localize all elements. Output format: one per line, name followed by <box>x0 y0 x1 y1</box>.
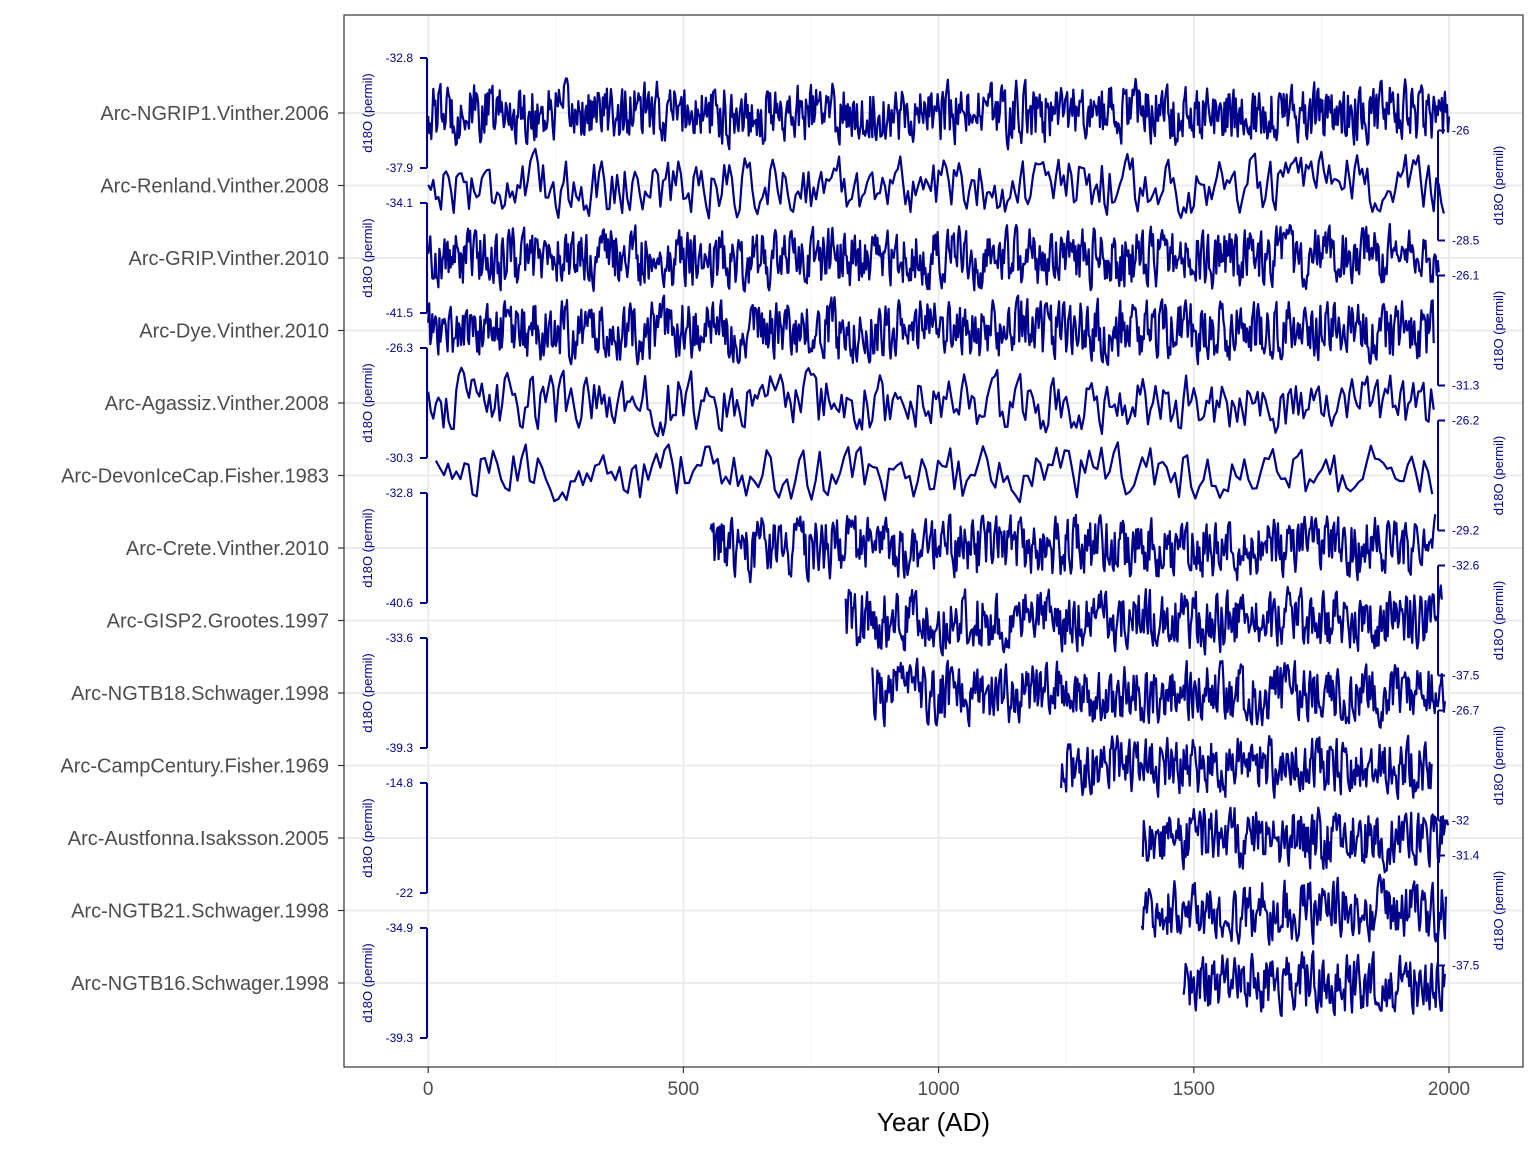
x-tick-label: 0 <box>423 1079 434 1100</box>
row-label: Arc-NGTB16.Schwager.1998 <box>71 973 329 995</box>
x-tick-label: 1000 <box>917 1079 959 1100</box>
record-axis-top-label: -26 <box>1452 124 1470 138</box>
series-layer <box>427 77 1451 1018</box>
row-label: Arc-GRIP.Vinther.2010 <box>129 248 330 270</box>
record-axis: -34.1 -41.5 d18O (permil) <box>360 196 428 320</box>
record-axis: -32.8 -40.6 d18O (permil) <box>360 486 428 610</box>
record-axis-title: d18O (permil) <box>360 363 375 442</box>
series-line <box>871 657 1446 729</box>
record-axis: -26.1 -31.3 d18O (permil) <box>1437 269 1506 393</box>
x-tick-label: 500 <box>668 1079 700 1100</box>
series-line <box>1182 950 1446 1018</box>
record-axis-top-label: -26.3 <box>386 341 414 355</box>
row-label: Arc-NGTB21.Schwager.1998 <box>71 901 329 923</box>
record-axis-bottom-label: -37.5 <box>1452 959 1480 973</box>
record-axis-title: d18O (permil) <box>1491 291 1506 370</box>
record-axis: -32.8 -37.9 d18O (permil) <box>360 51 428 175</box>
x-tick-label: 1500 <box>1173 1079 1215 1100</box>
row-label: Arc-Austfonna.Isaksson.2005 <box>68 828 329 850</box>
record-axis-bottom-label: -39.3 <box>386 741 414 755</box>
row-label: Arc-DevonIceCap.Fisher.1983 <box>61 466 329 488</box>
series-line <box>427 366 1435 438</box>
series-line <box>427 294 1435 366</box>
record-axis-title: d18O (permil) <box>360 508 375 587</box>
record-axis: -26.2 -29.2 d18O (permil) <box>1437 414 1506 538</box>
row-label: Arc-CampCentury.Fisher.1969 <box>60 756 329 778</box>
record-axis-bottom-label: -29.2 <box>1452 524 1480 538</box>
record-axis-bottom-label: -39.3 <box>386 1031 414 1045</box>
record-axis: -26.3 -30.3 d18O (permil) <box>360 341 428 465</box>
record-axis-top-label: -33.6 <box>386 631 414 645</box>
record-axis-top-label: -26.1 <box>1452 269 1480 283</box>
record-axis: -34.9 -39.3 d18O (permil) <box>360 921 428 1045</box>
record-axis: -14.8 -22 d18O (permil) <box>360 776 428 900</box>
x-axis-title: Year (AD) <box>877 1107 990 1137</box>
record-axis-title: d18O (permil) <box>1491 871 1506 950</box>
record-axis: -26 -28.5 d18O (permil) <box>1437 124 1506 248</box>
record-axis-title: d18O (permil) <box>1491 146 1506 225</box>
record-axis-bottom-label: -22 <box>396 886 414 900</box>
record-axis-top-label: -14.8 <box>386 776 414 790</box>
row-label-layer: Arc-NGRIP1.Vinther.2006 Arc-Renland.Vinth… <box>60 103 344 995</box>
record-axis-title: d18O (permil) <box>360 943 375 1022</box>
record-axis-bottom-label: -37.9 <box>386 161 414 175</box>
record-axis-title: d18O (permil) <box>1491 581 1506 660</box>
row-label: Arc-Agassiz.Vinther.2008 <box>105 393 329 415</box>
record-axis-title: d18O (permil) <box>1491 726 1506 805</box>
record-axis-bottom-label: -31.3 <box>1452 379 1480 393</box>
record-axis-bottom-label: -32 <box>1452 814 1470 828</box>
record-axis-top-label: -31.4 <box>1452 849 1480 863</box>
record-axis-top-label: -32.6 <box>1452 559 1480 573</box>
record-axis: -33.6 -39.3 d18O (permil) <box>360 631 428 755</box>
record-axis-top-label: -32.8 <box>386 486 414 500</box>
record-axis-bottom-label: -37.5 <box>1452 669 1480 683</box>
record-axis-top-label: -32.8 <box>386 51 414 65</box>
record-axis: -32.6 -37.5 d18O (permil) <box>1437 559 1506 683</box>
record-axis-title: d18O (permil) <box>360 798 375 877</box>
series-line <box>844 584 1443 657</box>
row-label: Arc-Dye.Vinther.2010 <box>139 321 329 343</box>
record-axis: -26.7 -32 d18O (permil) <box>1437 704 1506 828</box>
series-line <box>427 147 1445 220</box>
record-axis-bottom-label: -28.5 <box>1452 234 1480 248</box>
record-axis-bottom-label: -40.6 <box>386 596 414 610</box>
row-label: Arc-GISP2.Grootes.1997 <box>107 611 329 633</box>
record-axis-title: d18O (permil) <box>360 218 375 297</box>
row-label: Arc-NGTB18.Schwager.1998 <box>71 683 329 705</box>
series-line <box>434 441 1434 504</box>
row-label: Arc-Crete.Vinther.2010 <box>126 538 329 560</box>
record-axis-top-label: -34.9 <box>386 921 414 935</box>
record-axis-top-label: -26.2 <box>1452 414 1480 428</box>
series-line <box>427 222 1440 293</box>
series-line <box>427 77 1451 151</box>
row-label: Arc-Renland.Vinther.2008 <box>100 176 329 198</box>
record-axis-title: d18O (permil) <box>1491 436 1506 515</box>
record-axis-top-label: -34.1 <box>386 196 414 210</box>
record-axis-bottom-label: -30.3 <box>386 451 414 465</box>
record-axis: -31.4 -37.5 d18O (permil) <box>1437 849 1506 973</box>
series-line <box>1060 734 1433 800</box>
series-line <box>1140 873 1447 946</box>
record-axis-title: d18O (permil) <box>360 653 375 732</box>
row-label: Arc-NGRIP1.Vinther.2006 <box>100 103 329 125</box>
panel-border <box>343 14 1524 1068</box>
record-axis-bottom-label: -41.5 <box>386 306 414 320</box>
series-line <box>709 513 1437 584</box>
record-axis-top-label: -26.7 <box>1452 704 1480 718</box>
axis-layer: -32.8 -37.9 d18O (permil) -26 -28.5 d18O (per… <box>360 51 1506 1100</box>
series-line <box>1141 806 1450 874</box>
x-tick-label: 2000 <box>1428 1079 1470 1100</box>
record-axis-title: d18O (permil) <box>360 73 375 152</box>
